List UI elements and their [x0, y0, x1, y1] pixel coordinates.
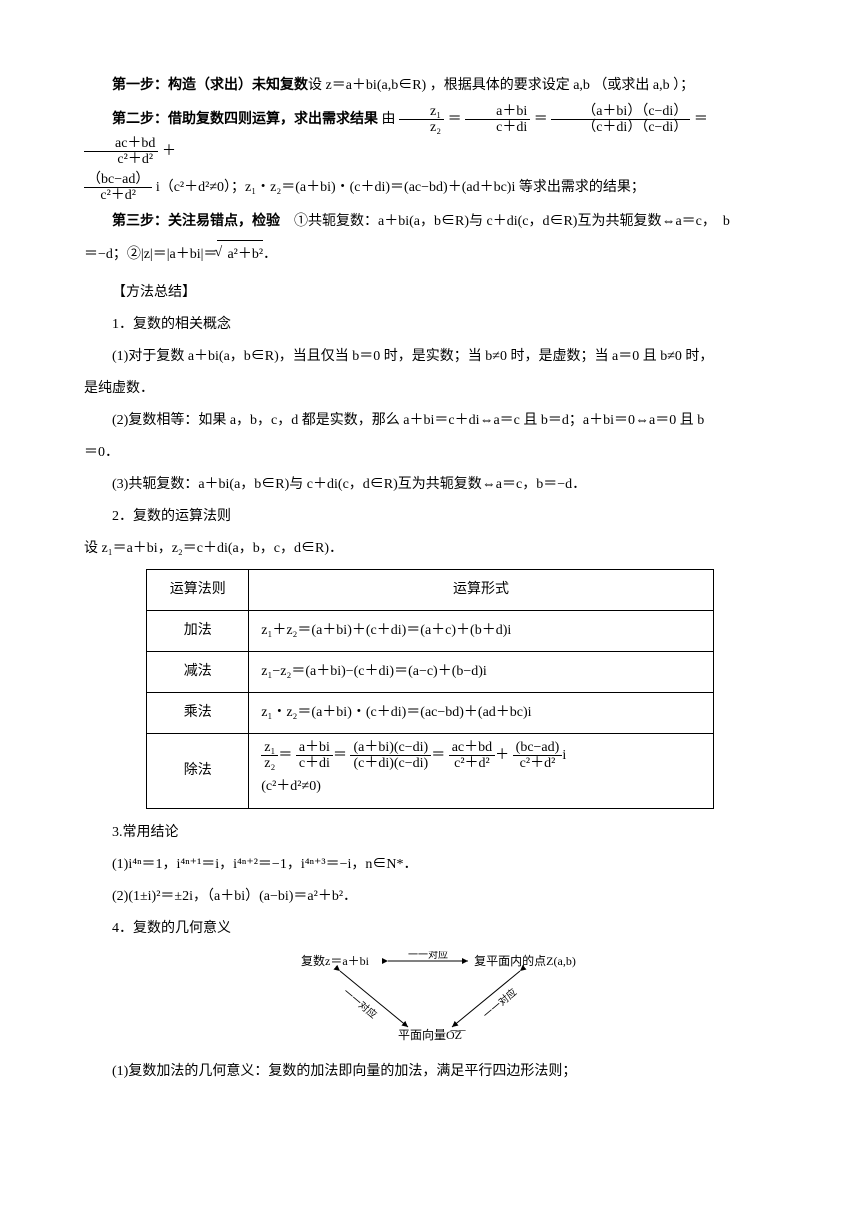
diagram-bottom-label: 平面向量O͞Z͞	[398, 1027, 466, 1042]
step3-body3: ．	[263, 247, 277, 262]
div-cond: (c²＋d²≠0)	[261, 779, 321, 794]
s3-title: 3.常用结论	[84, 819, 776, 847]
row-sub-label: 减法	[147, 651, 249, 692]
th-rule: 运算法则	[147, 569, 249, 610]
div-frac2: a＋bic＋di	[296, 740, 333, 772]
step3-body2: ＝−d；②|z|＝|a＋bi|＝	[84, 247, 217, 262]
table-row: 乘法 z₁・z₂＝(a＋bi)・(c＋di)＝(ac−bd)＋(ad＋bc)i	[147, 692, 713, 733]
step1-prefix: 第一步：构造（求出）未知复数	[112, 78, 308, 93]
s1-1: (1)对于复数 a＋bi(a，b∈R)，当且仅当 b＝0 时，是实数；当 b≠0…	[84, 343, 776, 371]
step2-part1: 由	[382, 112, 396, 127]
diagram-edge-top: 一一对应	[408, 951, 448, 961]
s3-2: (2)(1±i)²＝±2i，（a＋bi）(a−bi)＝a²＋b²．	[84, 883, 776, 911]
step2-tail: i（c²＋d²≠0）；z₁・z₂＝(a＋bi)・(c＋di)＝(ac−bd)＋(…	[156, 180, 645, 195]
row-mul-label: 乘法	[147, 692, 249, 733]
diagram-svg: 复数z＝a＋bi 复平面内的点Z(a,b) 平面向量O͞Z͞ 一一对应 一一对应…	[280, 951, 580, 1046]
step2-line2: （bc−ad）c²＋d² i（c²＋d²≠0）；z₁・z₂＝(a＋bi)・(c＋…	[84, 172, 776, 204]
step1-body: 设 z＝a＋bi(a,b∈R) ，根据具体的要求设定 a,b （或求出 a,b …	[308, 78, 694, 93]
step3-body1: ①共轭复数：a＋bi(a，b∈R)与 c＋di(c，d∈R)互为共轭复数⇔a＝c…	[280, 214, 730, 229]
method-summary: 【方法总结】	[84, 279, 776, 307]
diagram-edge-left: 一一对应	[341, 986, 380, 1022]
table-row: 加法 z₁＋z₂＝(a＋bi)＋(c＋di)＝(a＋c)＋(b＋d)i	[147, 610, 713, 651]
s2-intro: 设 z₁＝a＋bi，z₂＝c＋di(a，b，c，d∈R)．	[84, 535, 776, 563]
diagram-edge-right: 一一对应	[480, 986, 519, 1022]
s4-title: 4．复数的几何意义	[84, 915, 776, 943]
frac-5: （bc−ad）c²＋d²	[84, 172, 152, 204]
step2-line1: 第二步：借助复数四则运算，求出需求结果 由 z₁z₂ ＝ a＋bic＋di ＝ …	[84, 104, 776, 168]
s1-3: (3)共轭复数：a＋bi(a，b∈R)与 c＋di(c，d∈R)互为共轭复数⇔a…	[84, 471, 776, 499]
s4-1: (1)复数加法的几何意义：复数的加法即向量的加法，满足平行四边形法则；	[84, 1058, 776, 1086]
table-row: 除法 z₁z₂＝ a＋bic＋di＝ (a＋bi)(c−di)(c＋di)(c−…	[147, 733, 713, 809]
frac-3: （a＋bi）（c−di）（c＋di）（c−di）	[551, 104, 690, 136]
frac-z1z2: z₁z₂	[399, 104, 444, 136]
th-form: 运算形式	[249, 569, 713, 610]
row-add-form: z₁＋z₂＝(a＋bi)＋(c＋di)＝(a＋c)＋(b＋d)i	[249, 610, 713, 651]
s1-title: 1．复数的相关概念	[84, 311, 776, 339]
div-frac3: (a＋bi)(c−di)(c＋di)(c−di)	[350, 740, 431, 772]
div-frac1: z₁z₂	[261, 740, 278, 772]
row-add-label: 加法	[147, 610, 249, 651]
row-mul-form: z₁・z₂＝(a＋bi)・(c＋di)＝(ac−bd)＋(ad＋bc)i	[249, 692, 713, 733]
div-frac5: (bc−ad)c²＋d²	[513, 740, 563, 772]
step3-prefix: 第三步：关注易错点，检验	[112, 214, 280, 229]
row-sub-form: z₁−z₂＝(a＋bi)−(c＋di)＝(a−c)＋(b−d)i	[249, 651, 713, 692]
diagram-left-label: 复数z＝a＋bi	[301, 953, 370, 968]
row-div-label: 除法	[147, 733, 249, 809]
operations-table: 运算法则 运算形式 加法 z₁＋z₂＝(a＋bi)＋(c＋di)＝(a＋c)＋(…	[146, 569, 713, 810]
step3-line2: ＝−d；②|z|＝|a＋bi|＝a²＋b²．	[84, 240, 776, 269]
table-header-row: 运算法则 运算形式	[147, 569, 713, 610]
geometry-diagram: 复数z＝a＋bi 复平面内的点Z(a,b) 平面向量O͞Z͞ 一一对应 一一对应…	[84, 951, 776, 1046]
s3-1: (1)i⁴ⁿ＝1，i⁴ⁿ⁺¹＝i，i⁴ⁿ⁺²＝−1，i⁴ⁿ⁺³＝−i，n∈N*．	[84, 851, 776, 879]
step2-prefix: 第二步：借助复数四则运算，求出需求结果	[112, 112, 378, 127]
s1-2: (2)复数相等：如果 a，b，c，d 都是实数，那么 a＋bi＝c＋di⇔a＝c…	[84, 407, 776, 435]
s1-1b: 是纯虚数．	[84, 375, 776, 403]
row-div-form: z₁z₂＝ a＋bic＋di＝ (a＋bi)(c−di)(c＋di)(c−di)…	[249, 733, 713, 809]
s2-title: 2．复数的运算法则	[84, 503, 776, 531]
table-row: 减法 z₁−z₂＝(a＋bi)−(c＋di)＝(a−c)＋(b−d)i	[147, 651, 713, 692]
frac-2: a＋bic＋di	[465, 104, 530, 136]
div-frac4: ac＋bdc²＋d²	[449, 740, 495, 772]
step1: 第一步：构造（求出）未知复数设 z＝a＋bi(a,b∈R) ，根据具体的要求设定…	[84, 72, 776, 100]
sqrt: a²＋b²	[217, 240, 263, 269]
step3-line1: 第三步：关注易错点，检验 ①共轭复数：a＋bi(a，b∈R)与 c＋di(c，d…	[84, 208, 776, 236]
s1-2b: ＝0．	[84, 439, 776, 467]
frac-4: ac＋bdc²＋d²	[84, 136, 158, 168]
diagram-right-label: 复平面内的点Z(a,b)	[474, 953, 576, 968]
